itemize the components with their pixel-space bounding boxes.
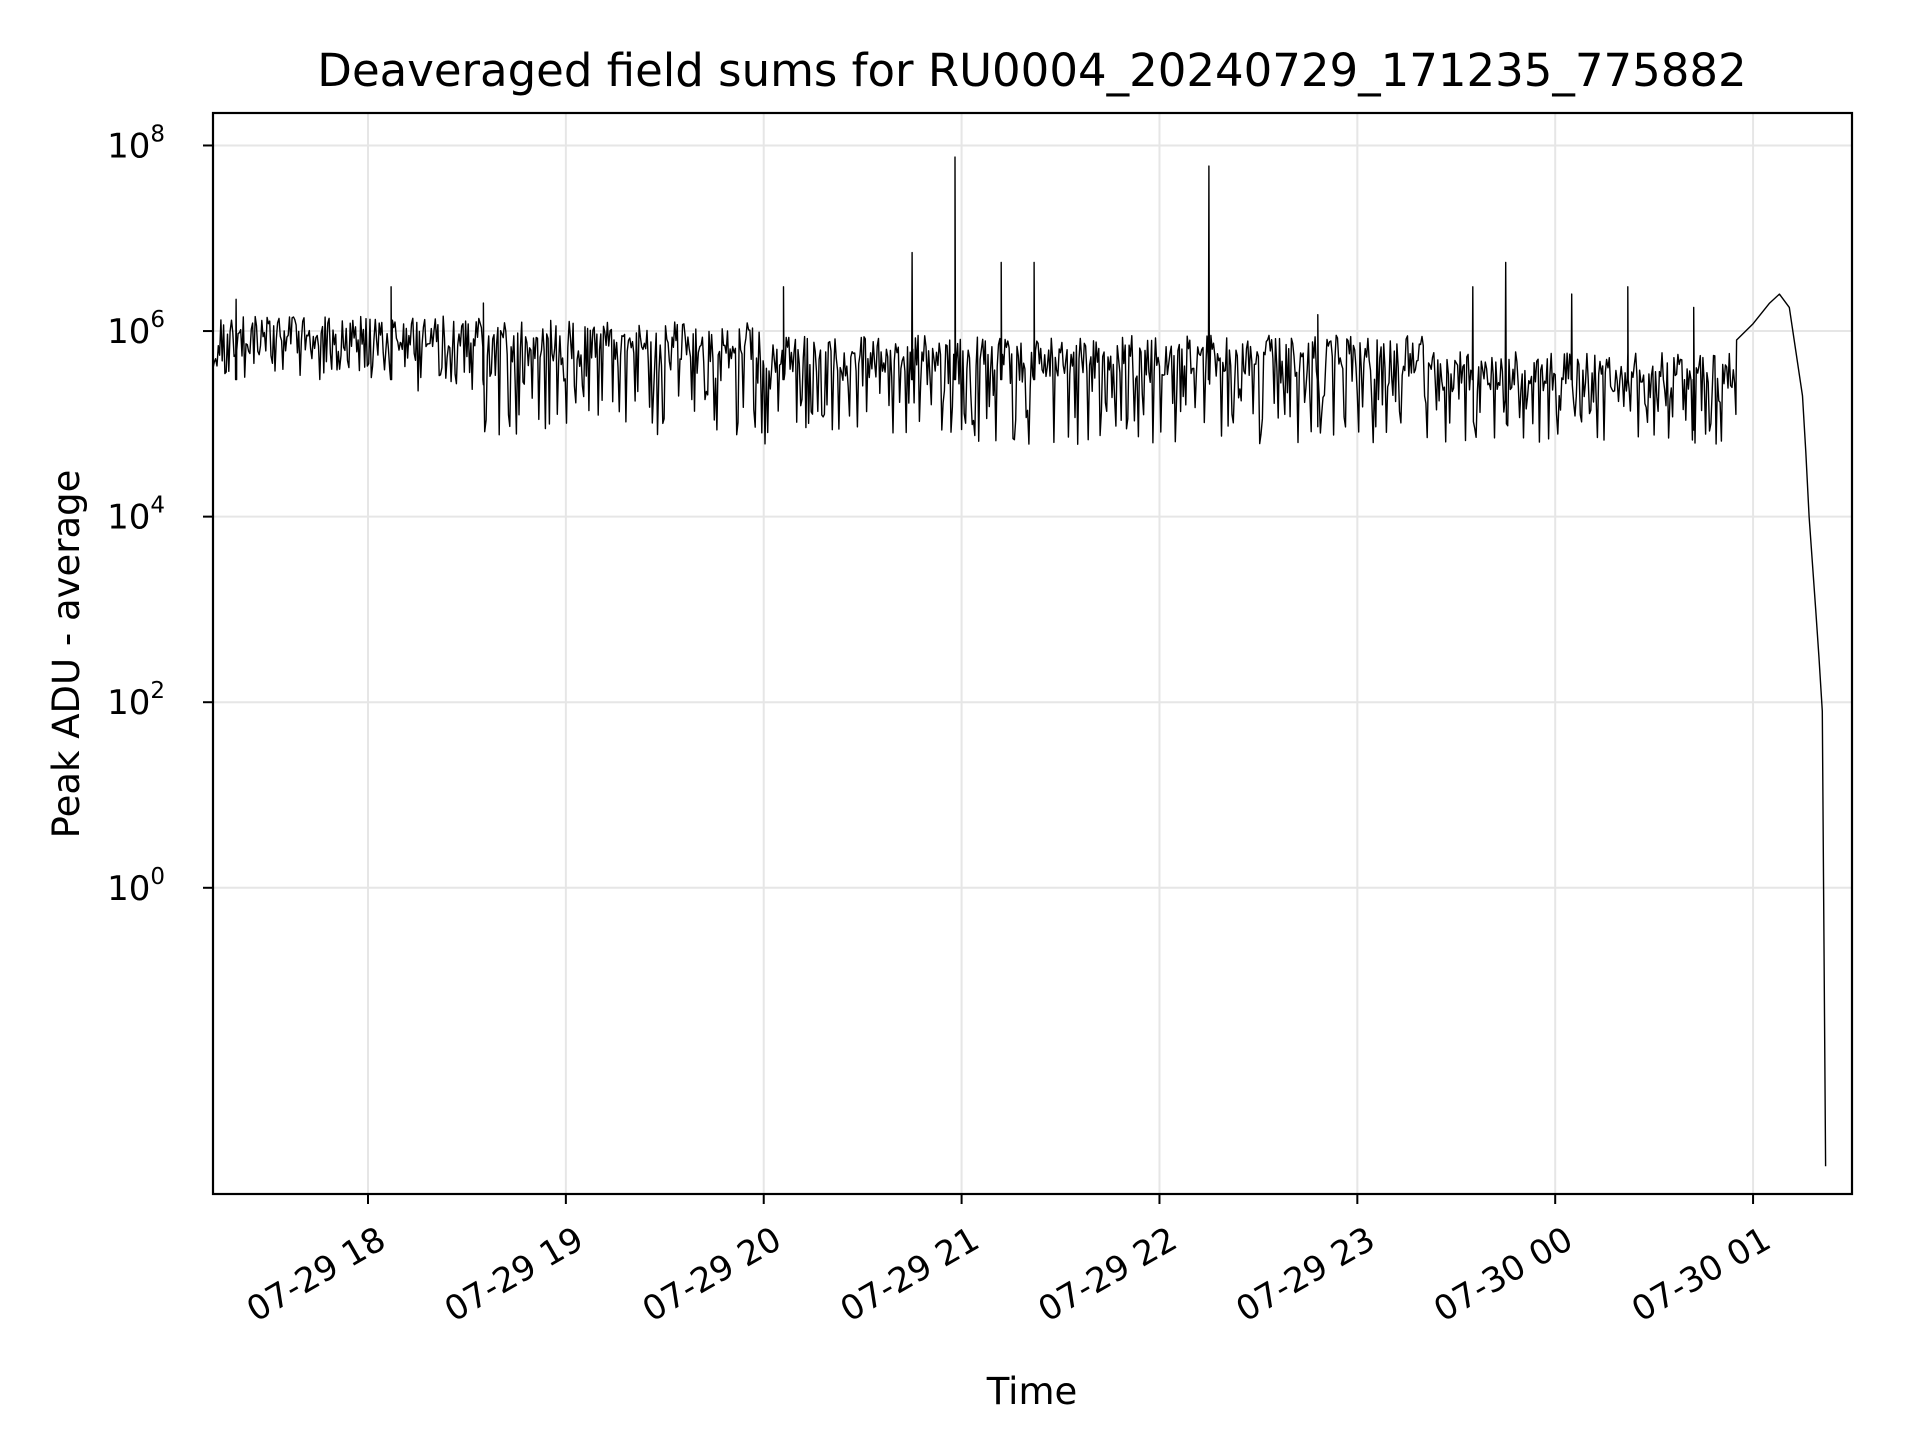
x-tick-label: 07-29 21 [834,1219,986,1330]
grid [213,113,1852,1194]
y-tick-label: 102 [107,678,165,723]
x-tick-label: 07-29 20 [636,1219,788,1330]
series-line [213,156,1827,1167]
y-axis-label: Peak ADU - average [45,470,88,839]
y-tick-label: 106 [107,307,165,352]
x-tick-label: 07-30 01 [1625,1219,1777,1330]
x-axis-label: Time [986,1370,1078,1413]
x-tick-label: 07-29 23 [1229,1219,1381,1330]
x-tick-label: 07-29 18 [240,1219,392,1330]
y-tick-label: 100 [107,864,165,909]
chart-title: Deaveraged field sums for RU0004_2024072… [317,44,1746,97]
y-tick-label: 104 [107,493,165,538]
x-tick-label: 07-30 00 [1427,1219,1579,1330]
x-tick-label: 07-29 19 [438,1219,590,1330]
plot-frame [211,111,1854,1196]
series-layer [213,156,1827,1167]
x-tick-label: 07-29 22 [1032,1219,1184,1330]
axis-ticks: 07-29 18 07-29 19 07-29 20 07-29 21 07-29 22… [107,121,1777,1330]
y-tick-label: 108 [107,121,165,166]
